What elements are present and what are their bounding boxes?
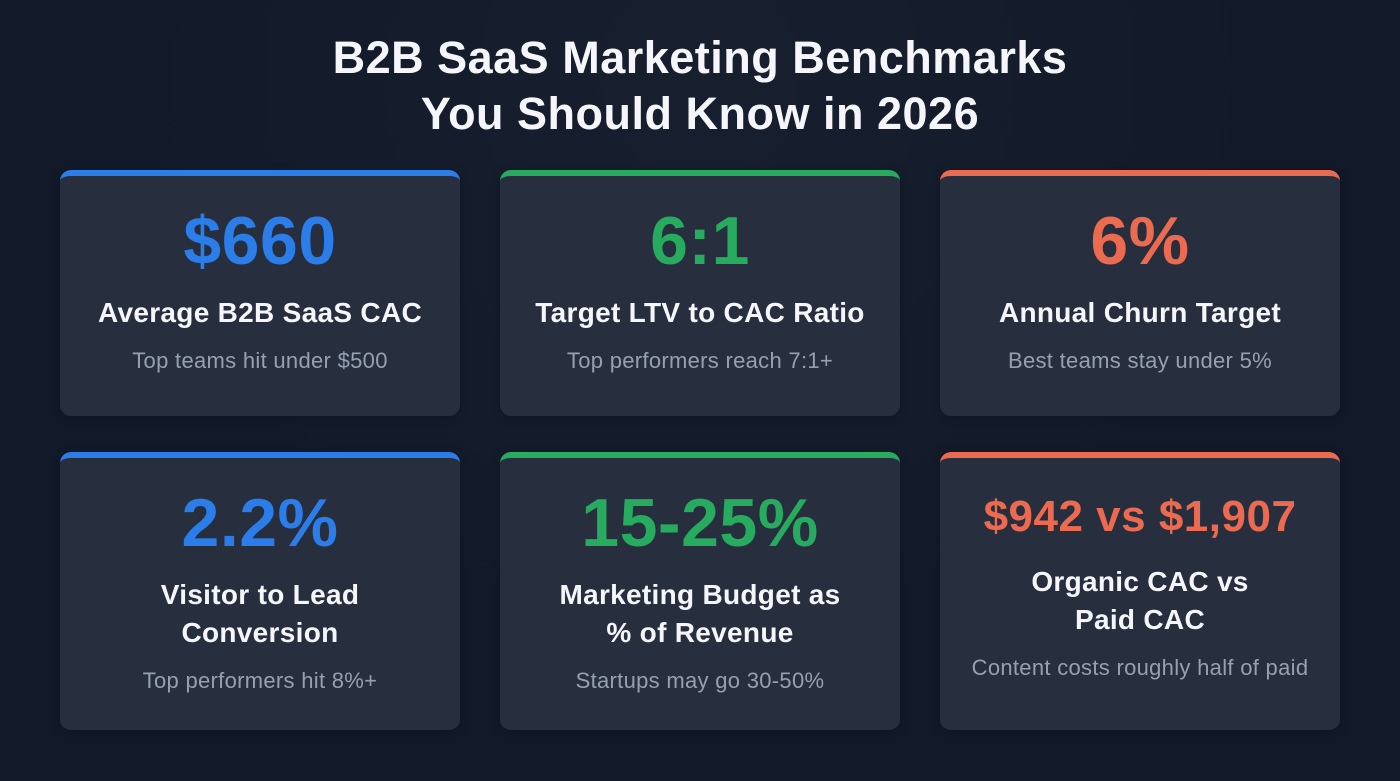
stat-value: 15-25%: [581, 484, 819, 561]
stat-label: Visitor to Lead Conversion: [160, 579, 360, 649]
stat-value: $660: [183, 202, 337, 279]
stat-value: 2.2%: [181, 484, 339, 561]
stat-note: Content costs roughly half of paid: [971, 654, 1309, 680]
title-line-1: B2B SaaS Marketing Benchmarks: [332, 32, 1068, 83]
stat-note: Best teams stay under 5%: [1008, 348, 1272, 374]
stat-card: $660 Average B2B SaaS CAC Top teams hit …: [60, 169, 460, 416]
title-line-2: You Should Know in 2026: [420, 87, 980, 139]
stat-card: 6:1 Target LTV to CAC Ratio Top performe…: [500, 169, 900, 416]
stat-note: Top performers hit 8%+: [142, 667, 378, 693]
page-title: B2B SaaS Marketing Benchmarks You Should…: [0, 0, 1400, 142]
stat-card: 6% Annual Churn Target Best teams stay u…: [940, 169, 1340, 416]
stat-card: 2.2% Visitor to Lead Conversion Top perf…: [60, 451, 460, 730]
stat-card-grid: $660 Average B2B SaaS CAC Top teams hit …: [0, 142, 1400, 730]
stat-label: Organic CAC vs Paid CAC: [1031, 566, 1249, 635]
stat-note: Startups may go 30-50%: [575, 667, 825, 693]
stat-value: $942 vs $1,907: [983, 491, 1297, 541]
stat-value: 6%: [1090, 202, 1190, 279]
stat-card: $942 vs $1,907 Organic CAC vs Paid CAC C…: [940, 451, 1340, 730]
stat-note: Top teams hit under $500: [132, 348, 388, 374]
stat-value: 6:1: [650, 202, 750, 279]
stat-label: Average B2B SaaS CAC: [98, 297, 422, 329]
stat-label: Annual Churn Target: [998, 297, 1282, 329]
stat-label: Marketing Budget as % of Revenue: [559, 579, 841, 649]
stat-note: Top performers reach 7:1+: [566, 348, 834, 374]
stat-card: 15-25% Marketing Budget as % of Revenue …: [500, 451, 900, 730]
stat-label: Target LTV to CAC Ratio: [535, 297, 865, 329]
